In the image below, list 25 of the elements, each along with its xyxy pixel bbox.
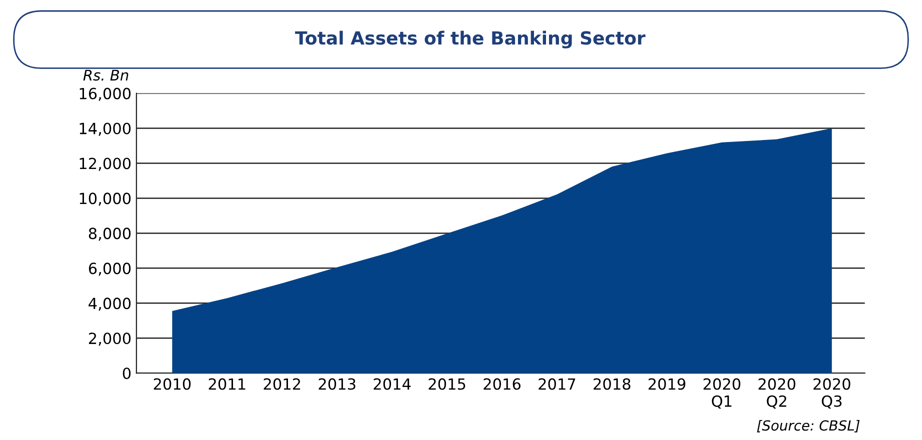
y-tick-label: 8,000: [88, 228, 131, 241]
x-tick-label: 2019: [648, 378, 686, 390]
y-tick-label: 6,000: [88, 262, 131, 276]
x-tick-label: 2012: [264, 378, 300, 390]
y-tick-label: 12,000: [80, 158, 131, 171]
x-tick-label: 2020 Q3: [814, 378, 850, 409]
x-tick-label: 2010: [154, 378, 191, 390]
x-tick-label: 2018: [594, 378, 630, 390]
y-tick-label: 2,000: [88, 332, 131, 346]
x-tick-label: 2020 Q2: [758, 378, 796, 409]
y-tick-label: 0: [122, 368, 131, 380]
y-tick-label: 10,000: [80, 192, 131, 206]
x-tick-label: 2014: [374, 378, 411, 390]
x-tick-label: 2020 Q1: [704, 378, 740, 409]
chart-title: Total Assets of the Banking Sector: [295, 30, 646, 48]
text: [Source: CBSL]: [757, 420, 860, 432]
y-tick-label: 14,000: [80, 122, 131, 136]
x-tick-label: 2017: [538, 378, 576, 390]
x-tick-label: 2011: [208, 378, 246, 390]
y-tick-label: 16,000: [80, 88, 131, 101]
x-tick-label: 2015: [428, 378, 466, 390]
x-tick-label: 2013: [318, 378, 356, 390]
x-tick-label: 2016: [484, 378, 520, 390]
y-axis-title: Rs. Bn: [83, 70, 128, 81]
y-tick-label: 4,000: [88, 298, 131, 311]
